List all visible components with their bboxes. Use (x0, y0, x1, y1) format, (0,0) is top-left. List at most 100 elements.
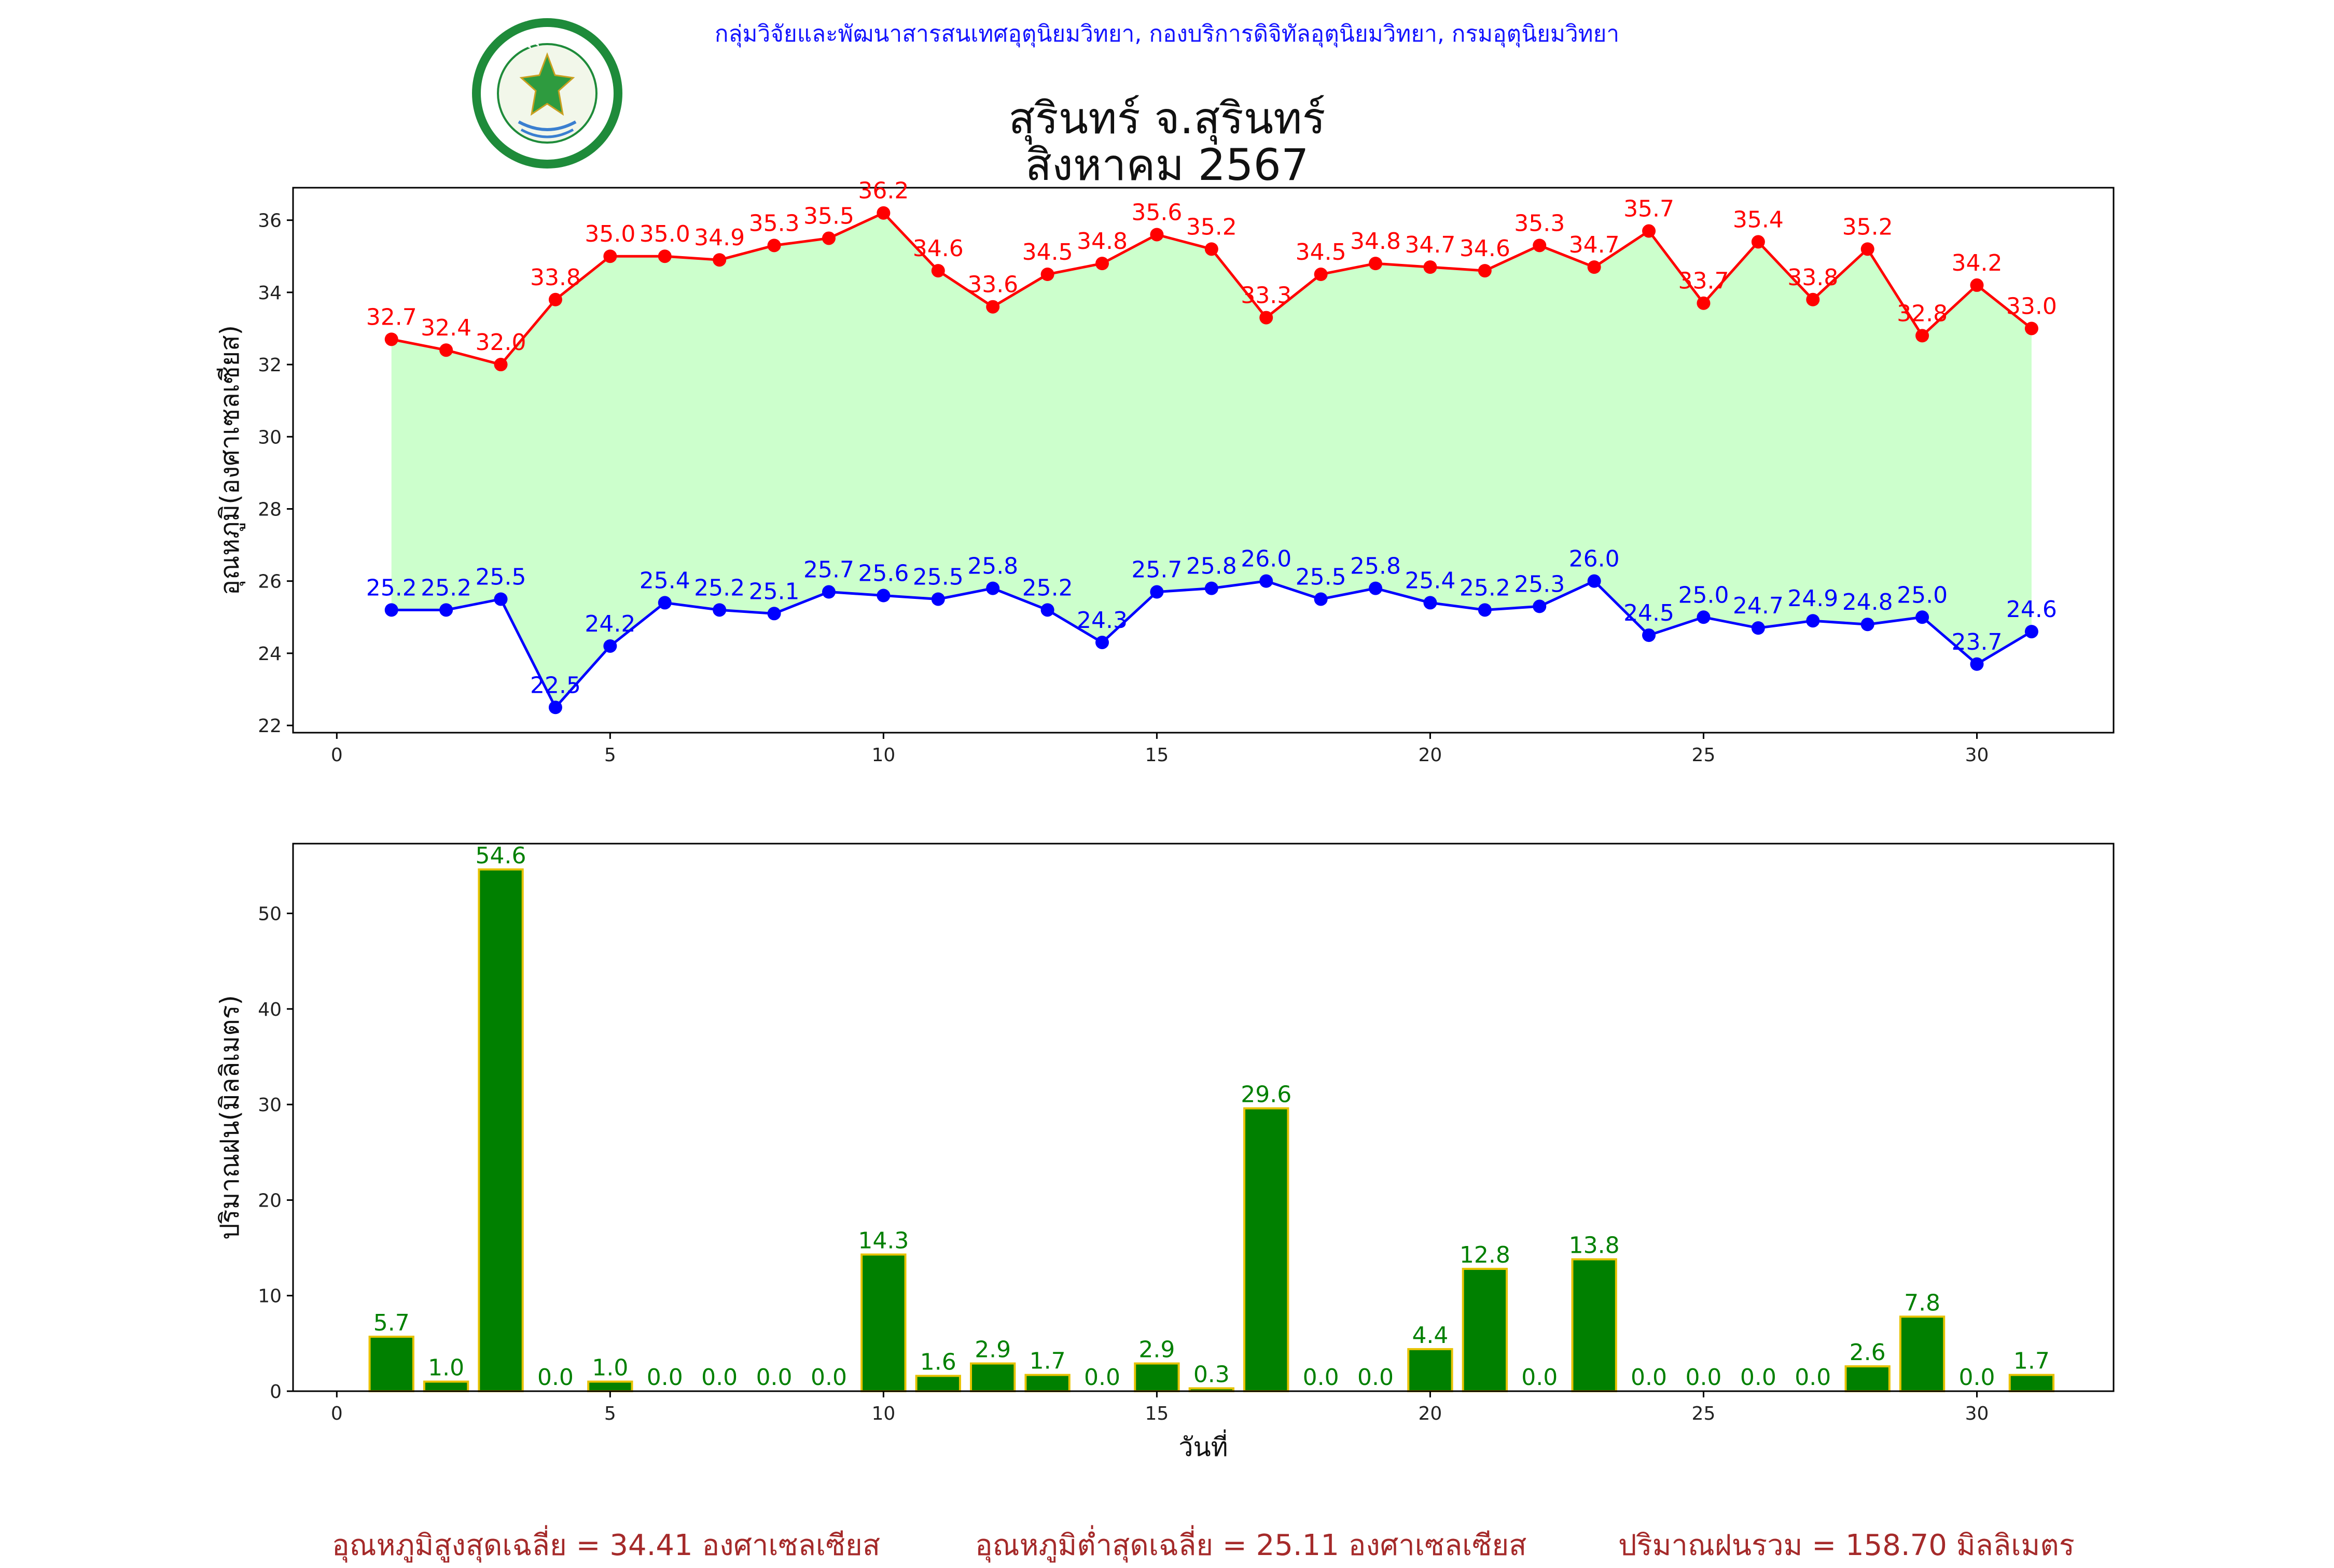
min-temp-data-label: 25.4 (1405, 567, 1455, 594)
rain-data-label: 0.0 (1303, 1364, 1339, 1391)
min-temp-point (603, 639, 617, 653)
y-tick-label: 10 (258, 1286, 282, 1307)
y-tick-label: 26 (258, 571, 282, 593)
min-temp-point (1806, 614, 1820, 628)
y-tick-label: 40 (258, 999, 282, 1020)
max-temp-data-label: 32.0 (476, 329, 526, 356)
rain-bar (1571, 1258, 1617, 1392)
min-temp-point (713, 603, 727, 617)
rain-data-label: 0.3 (1193, 1361, 1230, 1388)
rain-bar (860, 1253, 907, 1392)
min-temp-point (1150, 585, 1164, 599)
min-temp-point (2024, 625, 2038, 639)
max-temp-data-label: 35.7 (1623, 196, 1674, 222)
y-axis-label: อุณหภูมิ(องศาเซลเซียส) (215, 325, 245, 595)
rain-data-label: 1.7 (2013, 1348, 2050, 1375)
y-tick-label: 0 (270, 1381, 282, 1403)
max-temp-data-label: 35.4 (1733, 206, 1784, 233)
max-temp-point (658, 249, 672, 263)
min-temp-data-label: 25.2 (366, 575, 417, 601)
min-temp-data-label: 25.8 (1186, 553, 1237, 580)
rainfall-chart: 5.7 1.0 54.6 0.0 1.0 0.0 0.0 0.0 0.0 14.3 1.6 2.9 1.… (215, 843, 2115, 1462)
min-temp-point (1478, 603, 1492, 617)
min-temp-data-label: 24.6 (2006, 596, 2057, 623)
rain-data-label: 0.0 (756, 1364, 793, 1391)
y-tick-label: 50 (258, 904, 282, 925)
min-temp-data-label: 25.2 (1022, 575, 1073, 601)
max-temp-point (1806, 292, 1820, 306)
x-tick-label: 5 (604, 1403, 616, 1424)
min-temp-data-label: 25.2 (694, 575, 745, 601)
department-header: กลุ่มวิจัยและพัฒนาสารสนเทศอุตุนิยมวิทยา,… (714, 21, 1620, 47)
rain-bar (915, 1375, 961, 1393)
max-temp-point (1095, 257, 1109, 271)
max-temp-point (494, 358, 508, 372)
rain-data-label: 2.9 (975, 1337, 1011, 1363)
footer-average-max-temp: อุณหภูมิสูงสุดเฉลี่ย = 34.41 องศาเซลเซีย… (332, 1529, 881, 1562)
x-tick-label: 10 (871, 745, 895, 766)
max-temp-data-label: 32.4 (421, 315, 471, 341)
min-temp-point (1970, 657, 1984, 671)
rain-data-label: 1.0 (428, 1355, 464, 1381)
max-temp-point (1533, 239, 1547, 253)
rain-data-label: 1.7 (1030, 1348, 1066, 1375)
max-temp-data-label: 35.0 (585, 221, 635, 247)
rain-data-label: 5.7 (373, 1310, 410, 1336)
rain-data-label: 7.8 (1904, 1290, 1940, 1316)
min-temp-data-label: 25.3 (1514, 571, 1565, 597)
rain-data-label: 14.3 (858, 1227, 909, 1254)
max-temp-point (1587, 260, 1601, 274)
min-temp-data-label: 25.8 (1350, 553, 1401, 580)
min-temp-point (767, 607, 781, 621)
max-temp-point (1915, 329, 1929, 343)
max-temp-point (1970, 278, 1984, 292)
x-tick-label: 15 (1145, 1403, 1169, 1424)
max-temp-point (1150, 228, 1164, 242)
rain-data-label: 0.0 (1795, 1364, 1831, 1391)
y-tick-label: 22 (258, 716, 282, 737)
rain-data-label: 0.0 (647, 1364, 683, 1391)
rain-data-label: 0.0 (701, 1364, 738, 1391)
y-tick-label: 32 (258, 355, 282, 376)
y-tick-label: 30 (258, 427, 282, 448)
rain-bar (587, 1380, 633, 1393)
max-temp-data-label: 33.8 (530, 264, 581, 291)
max-temp-data-label: 33.3 (1241, 283, 1291, 309)
min-temp-point (1642, 628, 1656, 642)
max-temp-point (1314, 268, 1328, 282)
max-temp-point (1040, 268, 1054, 282)
min-temp-point (1259, 574, 1273, 588)
min-temp-point (1751, 621, 1765, 635)
rain-data-label: 29.6 (1241, 1081, 1291, 1108)
rain-bar (1243, 1107, 1289, 1393)
min-temp-data-label: 25.5 (476, 564, 526, 590)
min-temp-data-label: 25.5 (1296, 564, 1346, 590)
max-temp-data-label: 35.2 (1186, 214, 1237, 240)
max-temp-data-label: 34.7 (1405, 232, 1455, 258)
min-temp-data-label: 25.4 (640, 567, 690, 594)
y-tick-label: 34 (258, 283, 282, 304)
max-temp-data-label: 35.5 (803, 203, 854, 229)
max-temp-point (822, 231, 836, 245)
rain-data-label: 0.0 (811, 1364, 847, 1391)
x-tick-label: 0 (331, 745, 343, 766)
min-temp-data-label: 25.0 (1897, 582, 1948, 608)
rainfall-plot-frame (292, 843, 2115, 1392)
min-temp-data-label: 25.0 (1678, 582, 1729, 608)
max-temp-data-label: 34.2 (1952, 250, 2003, 276)
min-temp-data-label: 24.5 (1623, 600, 1674, 626)
rain-data-label: 0.0 (1084, 1364, 1120, 1391)
x-tick-label: 20 (1419, 745, 1442, 766)
rain-data-label: 4.4 (1412, 1322, 1448, 1349)
max-temp-data-label: 33.6 (967, 272, 1018, 298)
max-temp-data-label: 34.5 (1022, 239, 1073, 265)
min-temp-point (1915, 610, 1929, 624)
max-temp-point (548, 292, 562, 306)
y-tick-label: 36 (258, 211, 282, 232)
min-temp-point (1095, 635, 1109, 649)
min-temp-point (986, 581, 1000, 595)
rain-data-label: 1.6 (920, 1349, 956, 1376)
x-tick-label: 15 (1145, 745, 1169, 766)
y-tick-label: 28 (258, 499, 282, 520)
